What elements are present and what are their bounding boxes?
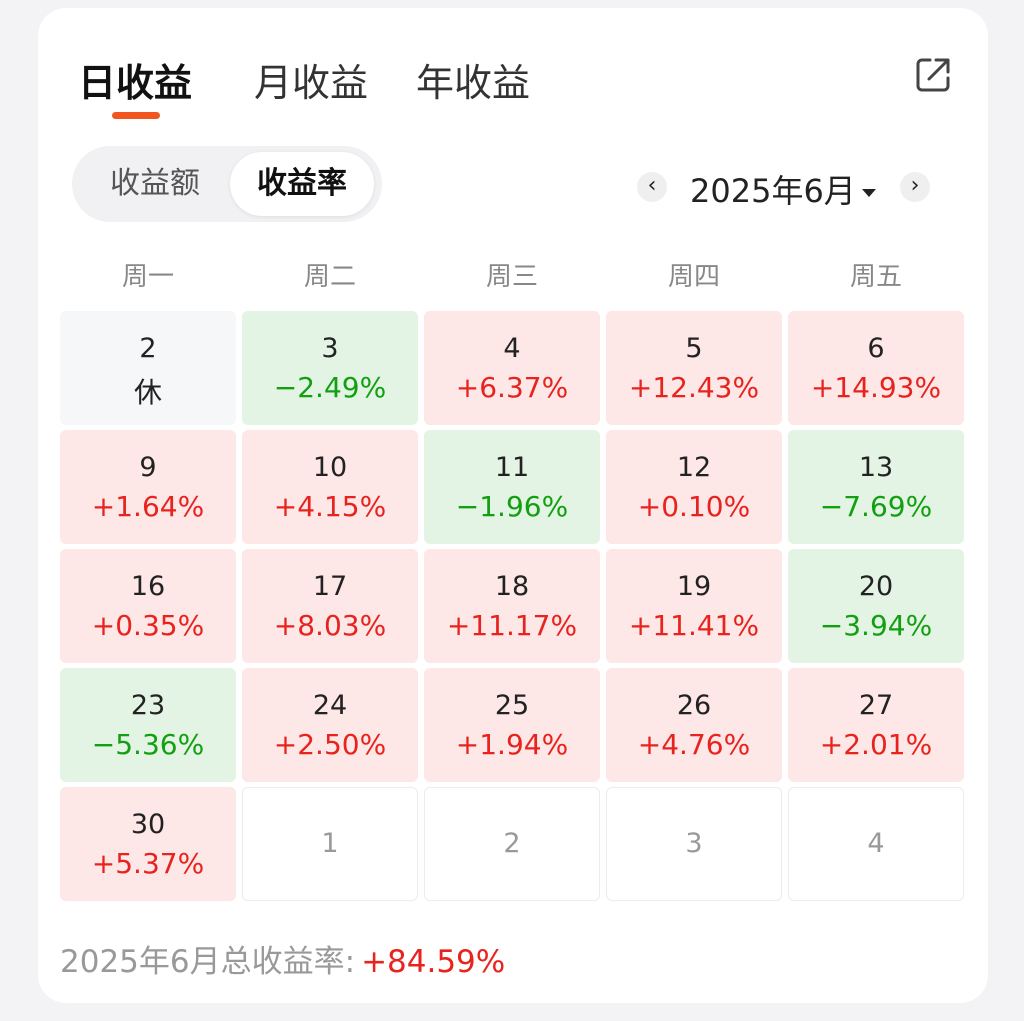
day-number: 9 — [139, 452, 157, 483]
day-number: 12 — [676, 452, 712, 483]
calendar-day-cell[interactable]: 2 — [424, 787, 600, 901]
day-number: 1 — [321, 828, 339, 859]
day-return-value: +5.37% — [91, 847, 205, 880]
calendar-day-cell[interactable]: 4 — [788, 787, 964, 901]
day-number: 5 — [685, 333, 703, 364]
day-return-value: +2.01% — [819, 728, 933, 761]
calendar-day-cell[interactable]: 20 −3.94% — [788, 549, 964, 663]
day-return-value: +2.50% — [273, 728, 387, 761]
month-selector[interactable]: 2025年6月 — [690, 166, 876, 212]
day-number: 25 — [494, 690, 530, 721]
tab-daily[interactable]: 日收益 — [78, 61, 193, 105]
calendar-day-cell[interactable]: 6 +14.93% — [788, 311, 964, 425]
weekday-label: 周三 — [485, 262, 538, 292]
calendar-day-cell[interactable]: 25 +1.94% — [424, 668, 600, 782]
amount-toggle-button[interactable]: 收益额 — [110, 166, 200, 201]
total-label: 2025年6月总收益率: — [60, 944, 356, 980]
day-number: 23 — [130, 690, 166, 721]
day-number: 17 — [312, 571, 348, 602]
calendar-day-cell[interactable]: 3 — [606, 787, 782, 901]
day-return-value: +0.10% — [637, 490, 751, 523]
day-number: 26 — [676, 690, 712, 721]
day-return-value: −5.36% — [91, 728, 205, 761]
day-return-value: +4.15% — [273, 490, 387, 523]
total-value: +84.59% — [361, 944, 506, 980]
tab-yearly[interactable]: 年收益 — [416, 61, 531, 105]
day-return-value: +14.93% — [810, 371, 942, 404]
day-return-value: +4.76% — [637, 728, 751, 761]
day-number: 16 — [130, 571, 166, 602]
calendar-day-cell[interactable]: 27 +2.01% — [788, 668, 964, 782]
calendar-day-cell[interactable]: 1 — [242, 787, 418, 901]
day-number: 27 — [858, 690, 894, 721]
day-number: 2 — [139, 333, 157, 364]
calendar-day-cell[interactable]: 24 +2.50% — [242, 668, 418, 782]
day-number: 24 — [312, 690, 348, 721]
caret-down-icon — [861, 189, 876, 197]
day-return-value: −7.69% — [819, 490, 933, 523]
calendar-day-cell[interactable]: 11 −1.96% — [424, 430, 600, 544]
tab-monthly[interactable]: 月收益 — [254, 61, 369, 105]
day-number: 13 — [858, 452, 894, 483]
weekday-label: 周四 — [667, 262, 720, 292]
metric-toggle: 收益额 收益率 — [72, 146, 382, 222]
day-return-value: −1.96% — [455, 490, 569, 523]
day-number: 2 — [503, 828, 521, 859]
day-number: 11 — [494, 452, 530, 483]
weekday-label: 周五 — [849, 262, 902, 292]
day-number: 20 — [858, 571, 894, 602]
day-return-value: +1.94% — [455, 728, 569, 761]
rate-toggle-button[interactable]: 收益率 — [230, 152, 374, 216]
calendar-day-cell[interactable]: 9 +1.64% — [60, 430, 236, 544]
day-number: 18 — [494, 571, 530, 602]
calendar-day-cell[interactable]: 16 +0.35% — [60, 549, 236, 663]
day-return-value: +8.03% — [273, 609, 387, 642]
monthly-total: 2025年6月总收益率: +84.59% — [60, 936, 505, 981]
day-return-value: −3.94% — [819, 609, 933, 642]
active-tab-indicator — [112, 112, 160, 119]
day-number: 4 — [867, 828, 885, 859]
day-number: 30 — [130, 809, 166, 840]
calendar-day-cell[interactable]: 30 +5.37% — [60, 787, 236, 901]
calendar-day-cell[interactable]: 13 −7.69% — [788, 430, 964, 544]
weekday-label: 周二 — [303, 262, 356, 292]
calendar-day-cell[interactable]: 23 −5.36% — [60, 668, 236, 782]
calendar-day-cell[interactable]: 4 +6.37% — [424, 311, 600, 425]
day-return-value: +11.41% — [628, 609, 760, 642]
day-return-value: +11.17% — [446, 609, 578, 642]
calendar-day-cell[interactable]: 26 +4.76% — [606, 668, 782, 782]
calendar-day-cell[interactable]: 17 +8.03% — [242, 549, 418, 663]
calendar-day-cell[interactable]: 10 +4.15% — [242, 430, 418, 544]
weekday-label: 周一 — [121, 262, 174, 292]
next-month-button[interactable]: › — [900, 172, 930, 202]
prev-month-button[interactable]: ‹ — [637, 172, 667, 202]
month-label: 2025年6月 — [690, 172, 856, 210]
day-return-value: +6.37% — [455, 371, 569, 404]
calendar-day-cell[interactable]: 19 +11.41% — [606, 549, 782, 663]
calendar-day-cell[interactable]: 3 −2.49% — [242, 311, 418, 425]
day-return-value: +1.64% — [91, 490, 205, 523]
calendar-day-cell[interactable]: 18 +11.17% — [424, 549, 600, 663]
share-icon[interactable] — [914, 56, 952, 94]
day-number: 19 — [676, 571, 712, 602]
profit-calendar-card: 日收益 月收益 年收益 收益额 收益率 ‹ 2025年6月 › 周一 周二 周三 周四… — [38, 8, 988, 1003]
day-return-value: +0.35% — [91, 609, 205, 642]
day-number: 10 — [312, 452, 348, 483]
calendar-day-cell[interactable]: 5 +12.43% — [606, 311, 782, 425]
day-return-value: +12.43% — [628, 371, 760, 404]
day-number: 3 — [685, 828, 703, 859]
calendar-day-cell[interactable]: 12 +0.10% — [606, 430, 782, 544]
day-return-value: −2.49% — [273, 371, 387, 404]
day-number: 4 — [503, 333, 521, 364]
day-number: 6 — [867, 333, 885, 364]
day-return-value: 休 — [133, 376, 162, 409]
day-number: 3 — [321, 333, 339, 364]
